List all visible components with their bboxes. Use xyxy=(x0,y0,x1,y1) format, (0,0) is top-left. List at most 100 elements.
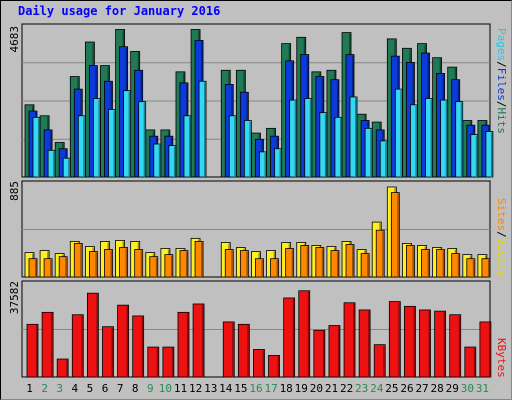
top-bar-shade xyxy=(113,110,115,177)
bottom-bar-kbytes xyxy=(419,309,431,378)
middle-bar-sites xyxy=(375,229,385,278)
bottom-bar-shade xyxy=(232,322,234,377)
top-bar-shade xyxy=(370,129,372,177)
top-bar-shade xyxy=(445,101,448,177)
day-label: 27 xyxy=(415,382,428,395)
bottom-bar-kbytes xyxy=(162,346,175,378)
bottom-bar-kbytes xyxy=(71,314,84,378)
top-bar-shade xyxy=(385,141,387,177)
day-label: 13 xyxy=(204,382,217,395)
middle-bar-sites xyxy=(134,249,144,278)
day-label: 7 xyxy=(117,382,124,395)
middle-bar-sites xyxy=(451,253,461,278)
bottom-bar-kbytes xyxy=(434,310,447,378)
bottom-bar-kbytes xyxy=(268,355,280,378)
top-bar-shade xyxy=(53,151,55,177)
bottom-bar-shade xyxy=(292,298,295,377)
middle-bar-shade xyxy=(457,254,460,277)
bottom-bar-shade xyxy=(337,326,340,377)
bottom-bar-kbytes xyxy=(177,311,190,378)
middle-bar-sites xyxy=(390,192,400,278)
bottom-bar-shade xyxy=(202,304,204,377)
middle-bar-sites xyxy=(224,249,234,278)
middle-bar-sites xyxy=(285,248,295,278)
middle-bar-sites xyxy=(300,245,310,278)
middle-bar-sites xyxy=(406,245,415,278)
day-label: 1 xyxy=(26,382,33,395)
bottom-bar-shade xyxy=(51,313,53,377)
top-bar-shade xyxy=(98,99,100,177)
bottom-bar-shade xyxy=(353,303,355,377)
bottom-bar-shade xyxy=(36,325,38,377)
middle-bar-shade xyxy=(397,193,399,277)
top-bar-pages xyxy=(470,134,479,178)
bottom-bar-shade xyxy=(458,315,461,377)
bottom-bar-kbytes xyxy=(86,292,99,378)
middle-bar-shade xyxy=(125,248,128,277)
top-bar-pages xyxy=(379,140,388,178)
bottom-bar-kbytes xyxy=(388,301,401,378)
bottom-bar-shade xyxy=(81,315,83,377)
bottom-bar-shade xyxy=(443,312,446,377)
bottom-bar-shade xyxy=(428,310,431,377)
bottom-bar-shade xyxy=(247,325,249,377)
top-bar-shade xyxy=(38,118,40,177)
middle-bar-sites xyxy=(43,258,53,278)
middle-bar-sites xyxy=(119,247,128,278)
middle-bar-sites xyxy=(330,250,340,278)
bottom-bar-kbytes xyxy=(56,358,69,378)
middle-bar-shade xyxy=(140,250,143,277)
top-bar-shade xyxy=(83,116,85,177)
top-bar-pages xyxy=(304,98,313,178)
bottom-bar-kbytes xyxy=(102,326,114,378)
top-bar-pages xyxy=(394,88,403,178)
top-bar-pages xyxy=(153,143,162,178)
top-bar-pages xyxy=(243,120,252,178)
middle-bar-shade xyxy=(306,246,309,277)
bottom-bar-kbytes xyxy=(358,309,371,378)
day-label: 14 xyxy=(219,382,233,395)
top-bar-pages xyxy=(198,80,207,178)
top-bar-pages xyxy=(410,104,418,178)
day-label: 2 xyxy=(41,382,48,395)
middle-bar-shade xyxy=(472,259,475,277)
bottom-bar-shade xyxy=(277,356,280,377)
day-label: 18 xyxy=(280,382,293,395)
middle-bar-shade xyxy=(412,246,414,277)
middle-bar-sites xyxy=(88,251,98,278)
day-label: 15 xyxy=(234,382,247,395)
bottom-bar-kbytes xyxy=(313,329,326,378)
top-bar-pages xyxy=(32,116,41,178)
day-label: 12 xyxy=(189,382,202,395)
bottom-bar-shade xyxy=(368,310,370,377)
middle-bar-sites xyxy=(345,244,355,278)
middle-bar-shade xyxy=(246,251,248,277)
day-label: 16 xyxy=(249,382,262,395)
bottom-bar-shade xyxy=(171,348,174,377)
top-bar-pages xyxy=(334,116,343,178)
day-label: 20 xyxy=(310,382,323,395)
middle-bar-sites xyxy=(104,249,113,278)
day-label: 5 xyxy=(87,382,94,395)
bottom-bar-kbytes xyxy=(328,325,341,378)
day-label: 11 xyxy=(174,382,187,395)
bottom-bar-kbytes xyxy=(117,304,129,378)
bottom-bar-kbytes xyxy=(147,346,160,378)
day-label: 30 xyxy=(461,382,474,395)
middle-bar-shade xyxy=(427,250,430,277)
top-bar-pages xyxy=(228,115,237,178)
top-bar-shade xyxy=(309,99,312,177)
day-label: 3 xyxy=(56,382,63,395)
middle-bar-shade xyxy=(382,231,384,277)
top-bar-shade xyxy=(249,121,251,177)
top-bar-pages xyxy=(289,99,298,178)
middle-bar-shade xyxy=(65,257,67,277)
top-bar-shade xyxy=(460,102,463,177)
bottom-bar-kbytes xyxy=(373,344,386,378)
day-label: 25 xyxy=(385,382,398,395)
bottom-bar-kbytes xyxy=(132,315,145,378)
middle-bar-sites xyxy=(481,258,491,278)
middle-bar-sites xyxy=(194,241,204,278)
middle-bar-shade xyxy=(170,255,173,277)
